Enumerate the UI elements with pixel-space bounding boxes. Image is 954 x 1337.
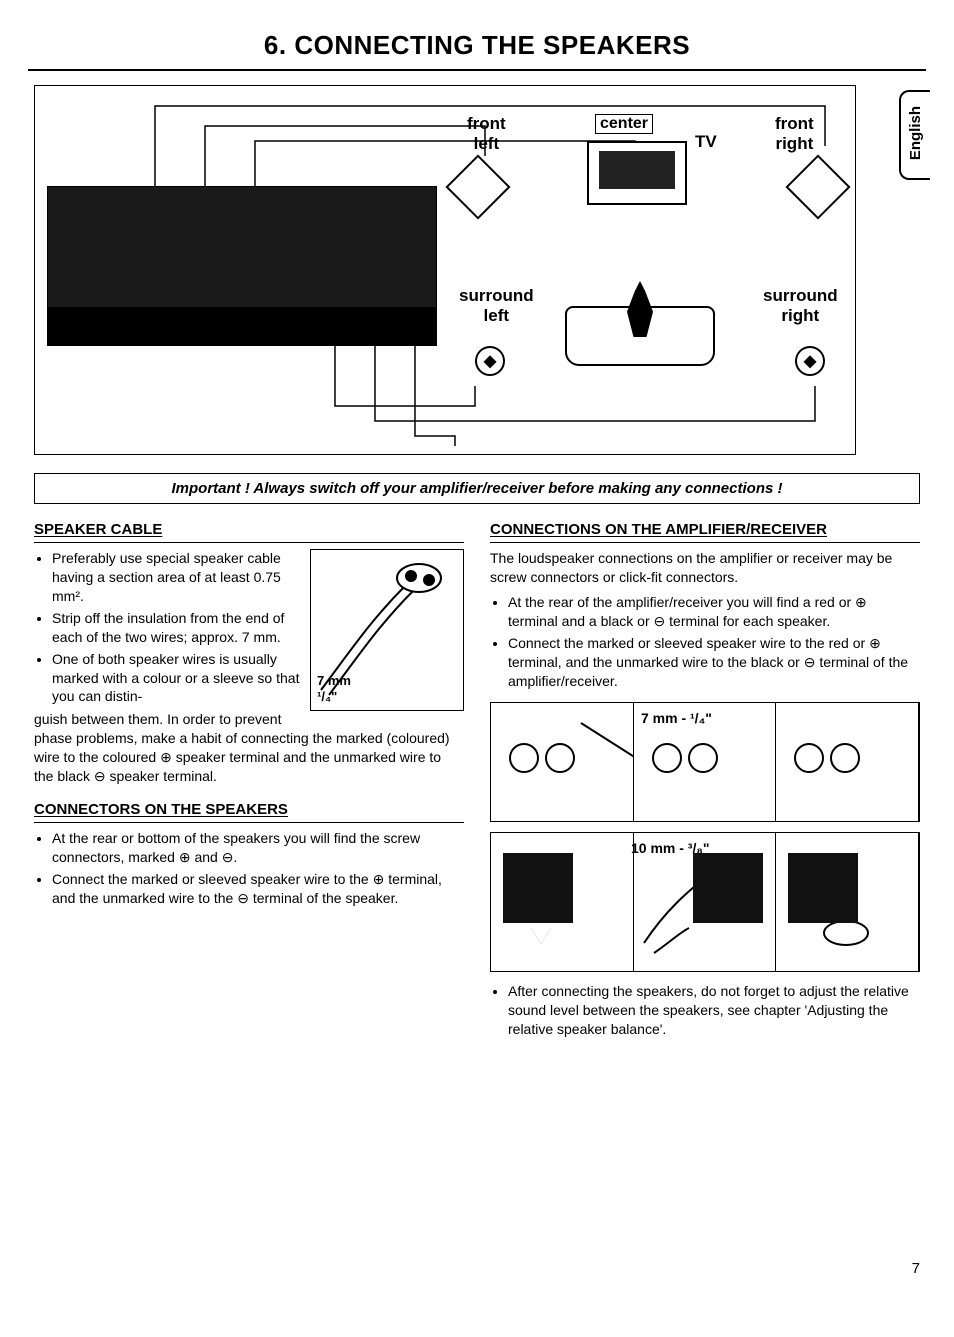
screw-connector-figure: 7 mm - ¹/₄"	[490, 702, 920, 822]
heading-connections-amp: CONNECTIONS ON THE AMPLIFIER/RECEIVER	[490, 520, 920, 543]
arrow-down-icon	[531, 928, 551, 944]
terminal-icon	[794, 743, 824, 773]
list-item: At the rear or bottom of the speakers yo…	[52, 829, 464, 867]
list-item: At the rear of the amplifier/receiver yo…	[508, 593, 920, 631]
wiring-diagram: front left center TV front right surroun…	[34, 85, 856, 455]
after-connect-list: After connecting the speakers, do not fo…	[490, 982, 920, 1039]
terminal-icon	[652, 743, 682, 773]
label-tv: TV	[695, 132, 717, 152]
two-column-body: SPEAKER CABLE 7 mm ¹/₄" Pr	[34, 518, 920, 1051]
connectors-speakers-list: At the rear or bottom of the speakers yo…	[34, 829, 464, 908]
title-wrap: 6. CONNECTING THE SPEAKERS	[28, 30, 926, 69]
amp-intro-text: The loudspeaker connections on the ampli…	[490, 549, 920, 587]
left-column: SPEAKER CABLE 7 mm ¹/₄" Pr	[34, 518, 464, 1051]
speaker-surround-right-icon: ◆	[795, 346, 825, 376]
list-item: After connecting the speakers, do not fo…	[508, 982, 920, 1039]
terminal-icon	[830, 743, 860, 773]
language-tab: English	[899, 90, 930, 180]
cable-strip-figure: 7 mm ¹/₄"	[310, 549, 464, 711]
wiring-lines	[35, 86, 856, 455]
figure-cell	[491, 833, 634, 971]
clickfit-fig-dim: 10 mm - ³/₈"	[631, 839, 710, 858]
manual-page: 6. CONNECTING THE SPEAKERS English front…	[0, 0, 954, 1337]
speaker-cable-continuation: guish between them. In order to prevent …	[34, 710, 464, 786]
right-column: CONNECTIONS ON THE AMPLIFIER/RECEIVER Th…	[490, 518, 920, 1051]
clickfit-icon	[503, 853, 573, 923]
clickfit-icon	[693, 853, 763, 923]
speaker-surround-left-icon: ◆	[475, 346, 505, 376]
terminal-icon	[688, 743, 718, 773]
figure-cell	[776, 703, 919, 821]
tv-icon	[587, 141, 687, 205]
list-item: Connect the marked or sleeved speaker wi…	[508, 634, 920, 691]
label-surround-right: surround right	[763, 286, 838, 325]
cable-strip-dim: 7 mm ¹/₄"	[317, 673, 351, 704]
title-rule	[28, 69, 926, 71]
screw-fig-dim: 7 mm - ¹/₄"	[641, 709, 712, 728]
label-center: center	[595, 114, 653, 134]
figure-cell	[491, 703, 634, 821]
label-front-right: front right	[775, 114, 814, 153]
important-note: Important ! Always switch off your ampli…	[34, 473, 920, 504]
page-number: 7	[912, 1260, 920, 1277]
dim-quarter-inch: ¹/₄"	[317, 689, 337, 704]
heading-connectors-speakers: CONNECTORS ON THE SPEAKERS	[34, 800, 464, 823]
language-label: English	[907, 106, 924, 160]
list-item: Connect the marked or sleeved speaker wi…	[52, 870, 464, 908]
clickfit-icon	[788, 853, 858, 923]
page-title: 6. CONNECTING THE SPEAKERS	[264, 30, 690, 60]
label-front-left: front left	[467, 114, 506, 153]
figure-cell	[776, 833, 919, 971]
amp-connections-list: At the rear of the amplifier/receiver yo…	[490, 593, 920, 690]
clickfit-connector-figure: 10 mm - ³/₈"	[490, 832, 920, 972]
heading-speaker-cable: SPEAKER CABLE	[34, 520, 464, 543]
label-surround-left: surround left	[459, 286, 534, 325]
dim-7mm: 7 mm	[317, 673, 351, 688]
